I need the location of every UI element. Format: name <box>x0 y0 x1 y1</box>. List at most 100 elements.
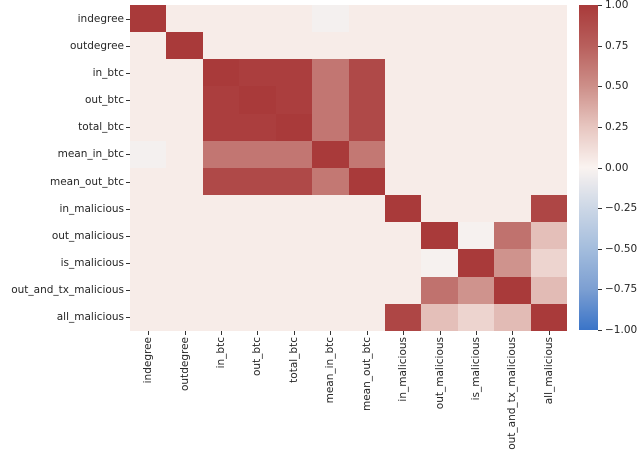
heatmap-cell <box>202 59 240 87</box>
heatmap-cell <box>494 249 531 277</box>
y-tick-mark <box>126 208 130 210</box>
heatmap-cell <box>202 140 240 168</box>
x-tick-label: in_malicious <box>397 337 410 402</box>
y-tick-mark <box>126 127 130 129</box>
heatmap-cell <box>494 140 531 168</box>
heatmap-cell <box>275 303 313 331</box>
heatmap-cell <box>202 32 240 60</box>
heatmap-cell <box>166 276 203 304</box>
y-tick-mark <box>126 235 130 237</box>
heatmap-cell <box>202 249 240 277</box>
heatmap-cell <box>348 5 385 33</box>
heatmap-cell <box>202 195 240 223</box>
heatmap-cell <box>530 167 567 196</box>
heatmap-cell <box>530 249 567 277</box>
heatmap-cell <box>239 249 276 277</box>
heatmap-cell <box>384 59 422 87</box>
x-tick-mark <box>148 331 150 335</box>
heatmap-cell <box>166 113 203 141</box>
y-tick-mark <box>126 18 130 20</box>
heatmap-cell <box>239 167 276 196</box>
heatmap-cell <box>457 59 495 87</box>
heatmap-cell <box>239 32 276 60</box>
y-tick-mark <box>126 263 130 265</box>
heatmap-cell <box>530 113 567 141</box>
y-tick-label: mean_in_btc <box>57 148 124 161</box>
x-tick-label: mean_out_btc <box>360 337 373 412</box>
heatmap-cell <box>312 249 349 277</box>
heatmap-cell <box>130 195 167 223</box>
y-tick-label: out_and_tx_malicious <box>11 284 124 297</box>
heatmap-cell <box>130 32 167 60</box>
heatmap-cell <box>494 59 531 87</box>
heatmap-cell <box>166 5 203 33</box>
heatmap-cell <box>457 113 495 141</box>
x-tick-label: out_and_tx_malicious <box>506 337 519 450</box>
y-tick-mark <box>126 72 130 74</box>
heatmap-cell <box>130 140 167 168</box>
y-tick-label: out_malicious <box>51 229 124 242</box>
heatmap-cell <box>312 222 349 250</box>
heatmap-cell <box>130 113 167 141</box>
heatmap-cell <box>348 86 385 114</box>
x-tick-mark <box>293 331 295 335</box>
heatmap-cell <box>494 276 531 304</box>
heatmap-cell <box>421 113 458 141</box>
heatmap-cell <box>530 195 567 223</box>
heatmap-cell <box>275 140 313 168</box>
heatmap-cell <box>312 59 349 87</box>
heatmap-cell <box>166 32 203 60</box>
heatmap-cell <box>130 303 167 331</box>
x-tick-label: mean_in_btc <box>324 337 337 404</box>
heatmap-cell <box>530 5 567 33</box>
heatmap-cell <box>421 32 458 60</box>
x-tick-mark <box>366 331 368 335</box>
heatmap-cell <box>348 249 385 277</box>
heatmap-cell <box>312 195 349 223</box>
heatmap-cell <box>166 86 203 114</box>
heatmap-cell <box>530 59 567 87</box>
heatmap-cell <box>166 303 203 331</box>
heatmap-cell <box>384 249 422 277</box>
heatmap-cell <box>275 113 313 141</box>
heatmap-cell <box>312 303 349 331</box>
heatmap-cell <box>530 32 567 60</box>
heatmap-cell <box>166 222 203 250</box>
heatmap-cell <box>457 249 495 277</box>
heatmap-cell <box>166 195 203 223</box>
heatmap-cell <box>239 140 276 168</box>
x-tick-mark <box>221 331 223 335</box>
colorbar-tick-label: −0.25 <box>605 202 638 215</box>
heatmap-cell <box>130 276 167 304</box>
heatmap-cell <box>494 5 531 33</box>
x-tick-label: out_btc <box>251 337 264 377</box>
colorbar-tick-label: 0.75 <box>605 39 629 52</box>
heatmap-cell <box>239 113 276 141</box>
heatmap-cell <box>421 59 458 87</box>
colorbar-tick-mark <box>598 45 602 47</box>
heatmap-cell <box>348 32 385 60</box>
heatmap-cell <box>312 276 349 304</box>
heatmap-cell <box>202 167 240 196</box>
x-tick-label: outdegree <box>178 337 191 391</box>
heatmap-cell <box>130 222 167 250</box>
heatmap-cell <box>348 195 385 223</box>
heatmap-cell <box>130 167 167 196</box>
heatmap-cell <box>457 222 495 250</box>
heatmap-cell <box>421 5 458 33</box>
colorbar-tick-mark <box>598 289 602 291</box>
heatmap-cell <box>239 86 276 114</box>
heatmap-cell <box>275 222 313 250</box>
heatmap-cell <box>494 303 531 331</box>
heatmap-cell <box>275 86 313 114</box>
x-tick-mark <box>475 331 477 335</box>
heatmap-cell <box>421 167 458 196</box>
heatmap-cell <box>130 59 167 87</box>
heatmap-cell <box>421 140 458 168</box>
heatmap-cell <box>202 276 240 304</box>
heatmap-cell <box>494 167 531 196</box>
colorbar-tick-label: 1.00 <box>605 0 629 11</box>
y-tick-mark <box>126 317 130 319</box>
x-tick-label: is_malicious <box>469 337 482 401</box>
colorbar-tick-mark <box>598 126 602 128</box>
